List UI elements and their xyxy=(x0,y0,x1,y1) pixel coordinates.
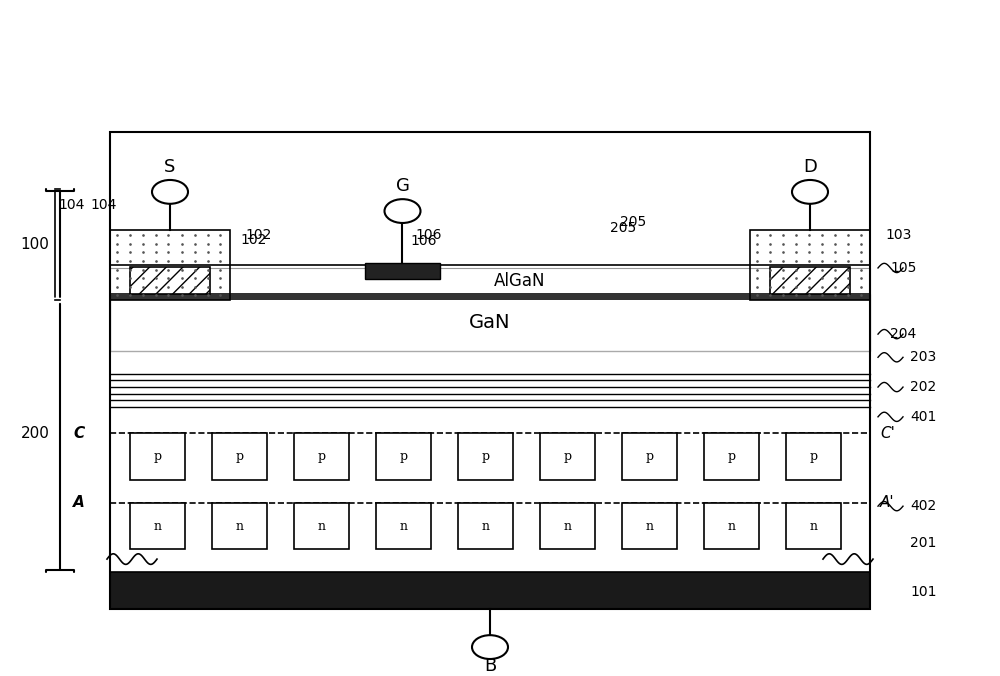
Bar xyxy=(130,266,210,295)
Text: n: n xyxy=(646,520,654,533)
Text: C: C xyxy=(74,426,85,441)
Bar xyxy=(770,266,850,295)
Bar xyxy=(786,503,841,549)
Bar xyxy=(212,503,267,549)
Bar xyxy=(130,433,185,480)
Text: 203: 203 xyxy=(910,350,936,364)
Text: S: S xyxy=(164,158,176,176)
Text: n: n xyxy=(318,520,326,533)
Bar xyxy=(622,503,677,549)
Text: n: n xyxy=(400,520,408,533)
Text: GaN: GaN xyxy=(469,313,511,332)
Text: A: A xyxy=(73,496,85,510)
Text: 101: 101 xyxy=(910,585,936,599)
Text: 100: 100 xyxy=(21,237,49,251)
Text: 102: 102 xyxy=(240,233,266,247)
Text: 105: 105 xyxy=(890,261,916,275)
Bar xyxy=(704,433,759,480)
Bar xyxy=(365,263,440,279)
Bar xyxy=(622,433,677,480)
Text: p: p xyxy=(153,450,162,463)
Text: p: p xyxy=(317,450,326,463)
Text: 102: 102 xyxy=(245,228,271,242)
Text: 103: 103 xyxy=(885,228,911,242)
Circle shape xyxy=(384,199,420,223)
Text: G: G xyxy=(396,177,409,195)
Text: 204: 204 xyxy=(890,327,916,341)
Text: 205: 205 xyxy=(620,215,646,228)
Text: 200: 200 xyxy=(21,426,49,441)
Text: 202: 202 xyxy=(910,380,936,394)
Circle shape xyxy=(472,635,508,659)
Bar xyxy=(212,433,267,480)
Text: n: n xyxy=(154,520,162,533)
Text: 205: 205 xyxy=(610,221,636,235)
Text: n: n xyxy=(564,520,572,533)
Text: D: D xyxy=(803,158,817,176)
Text: 106: 106 xyxy=(415,228,442,242)
Text: C': C' xyxy=(880,426,895,441)
Bar xyxy=(750,231,870,299)
Bar xyxy=(294,503,349,549)
Text: 104: 104 xyxy=(59,198,85,212)
Bar xyxy=(786,433,841,480)
Text: p: p xyxy=(399,450,408,463)
Bar xyxy=(376,503,431,549)
Text: AlGaN: AlGaN xyxy=(494,272,546,290)
Bar xyxy=(458,503,513,549)
Bar xyxy=(110,231,230,299)
Text: p: p xyxy=(727,450,736,463)
Text: 104: 104 xyxy=(90,198,116,212)
Text: p: p xyxy=(235,450,244,463)
Text: n: n xyxy=(482,520,490,533)
Text: n: n xyxy=(728,520,736,533)
Bar xyxy=(110,132,870,608)
Text: 401: 401 xyxy=(910,410,936,424)
Text: B: B xyxy=(484,657,496,675)
Bar xyxy=(110,293,870,299)
Bar xyxy=(110,265,870,573)
Circle shape xyxy=(792,180,828,203)
Text: p: p xyxy=(563,450,572,463)
Text: n: n xyxy=(810,520,818,533)
Bar xyxy=(110,573,870,608)
Text: 402: 402 xyxy=(910,499,936,513)
Text: p: p xyxy=(809,450,818,463)
Bar xyxy=(704,503,759,549)
Bar xyxy=(376,433,431,480)
Text: 106: 106 xyxy=(410,235,436,249)
Text: p: p xyxy=(645,450,654,463)
Bar xyxy=(458,433,513,480)
Text: p: p xyxy=(481,450,490,463)
Bar xyxy=(540,433,595,480)
Bar xyxy=(294,433,349,480)
Bar xyxy=(110,295,870,351)
Circle shape xyxy=(152,180,188,203)
Bar xyxy=(540,503,595,549)
Text: 201: 201 xyxy=(910,535,936,550)
Bar xyxy=(110,268,870,295)
Text: A': A' xyxy=(880,496,895,510)
Bar xyxy=(130,503,185,549)
Text: n: n xyxy=(236,520,244,533)
